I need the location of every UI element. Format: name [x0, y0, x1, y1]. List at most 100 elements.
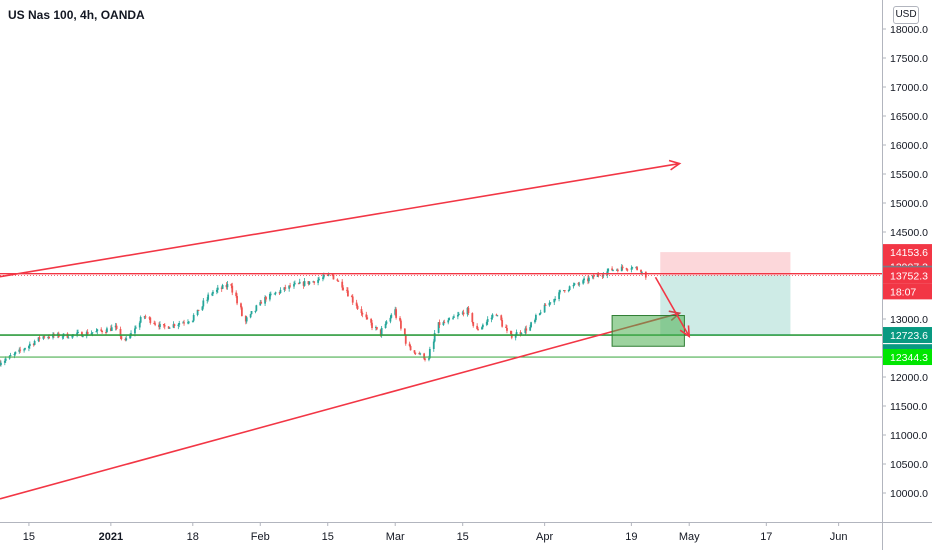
candle-body: [346, 289, 348, 291]
candle-body: [81, 336, 84, 338]
chart-title: US Nas 100, 4h, OANDA: [8, 8, 145, 22]
candle-body: [3, 360, 6, 363]
currency-button[interactable]: USD: [893, 6, 919, 24]
candle-body: [538, 313, 541, 316]
candle-body: [443, 322, 446, 324]
candle-body: [303, 281, 306, 286]
candle-body: [477, 329, 479, 331]
candle-body: [400, 320, 402, 329]
candle-body: [442, 322, 445, 326]
candle-body: [399, 317, 401, 321]
x-tick-label: Feb: [251, 531, 270, 543]
candle-body: [433, 333, 436, 342]
candle-body: [24, 348, 26, 350]
candle-body: [221, 284, 224, 289]
candle-body: [356, 305, 359, 310]
x-tick-label: May: [679, 531, 700, 543]
candle-body: [510, 334, 513, 338]
candle-body: [447, 320, 450, 323]
candle-body: [308, 281, 311, 285]
candle-body: [466, 307, 469, 315]
candle-body: [485, 321, 488, 325]
candle-body: [534, 315, 537, 320]
y-tick-label: 16500.0: [890, 111, 928, 123]
price-label-bg: [883, 267, 932, 284]
candle-body: [115, 325, 118, 329]
candle-body: [173, 324, 176, 326]
candle-body: [342, 287, 344, 290]
candle-body: [37, 337, 40, 341]
candle-body: [641, 271, 643, 273]
candle-body: [294, 283, 296, 285]
candle-body: [110, 327, 113, 331]
candle-body: [644, 271, 647, 278]
x-tick-label: 18: [187, 531, 199, 543]
candle-body: [506, 328, 508, 331]
candle-body: [519, 332, 522, 335]
candle-body: [77, 332, 79, 334]
candle-body: [530, 322, 532, 328]
x-tick-label: 2021: [99, 531, 123, 543]
candle-body: [336, 279, 339, 281]
candle-body: [549, 302, 552, 304]
candle-body: [601, 275, 604, 277]
candle-body: [264, 297, 266, 304]
candle-body: [48, 337, 50, 339]
candle-body: [432, 341, 435, 349]
candle-body: [125, 338, 128, 341]
candle-body: [577, 283, 580, 285]
candle-body: [501, 320, 504, 327]
candle-body: [472, 322, 475, 326]
candle-body: [43, 336, 46, 338]
candle-body: [249, 314, 252, 318]
candle-body: [361, 313, 364, 315]
candle-body: [413, 350, 416, 353]
candle-body: [28, 343, 31, 347]
candle-body: [452, 317, 454, 319]
candle-body: [409, 346, 412, 351]
candle-body: [437, 322, 440, 334]
candle-body: [332, 274, 335, 280]
candle-body: [404, 335, 407, 344]
candle-body: [625, 268, 628, 270]
candle-body: [265, 297, 267, 300]
candle-body: [240, 307, 243, 316]
x-tick-label: Jun: [830, 531, 848, 543]
candle-body: [509, 330, 512, 335]
candle-body: [106, 328, 108, 333]
candle-body: [486, 319, 489, 322]
candle-body: [231, 285, 234, 293]
candle-body: [96, 329, 99, 332]
candle-body: [76, 332, 79, 335]
candle-body: [559, 290, 561, 293]
candle-body: [337, 280, 340, 282]
candle-body: [250, 311, 253, 315]
candle-body: [563, 290, 566, 292]
candle-body: [149, 317, 152, 323]
projection-arrowhead: [679, 325, 691, 338]
candle-body: [525, 328, 528, 331]
candle-body: [293, 284, 295, 287]
candle-body: [573, 283, 576, 286]
x-tick-label: 19: [625, 531, 637, 543]
candle-body: [235, 292, 238, 297]
target-zone: [611, 315, 685, 347]
candle-body: [341, 281, 344, 288]
candle-body: [582, 280, 585, 284]
candle-body: [318, 278, 320, 280]
price-label: 12723.6: [890, 330, 928, 342]
candle-body: [453, 316, 455, 318]
candle-body: [514, 335, 517, 338]
candle-body: [201, 306, 204, 311]
y-tick-label: 11000.0: [890, 430, 927, 442]
candle-body: [495, 314, 498, 316]
price-label-bg: [883, 327, 932, 344]
candle-body: [366, 317, 369, 319]
candle-body: [428, 348, 431, 359]
candle-body: [273, 293, 276, 295]
candle-body: [347, 290, 349, 297]
candle-body: [289, 285, 291, 287]
candle-body: [101, 330, 104, 333]
